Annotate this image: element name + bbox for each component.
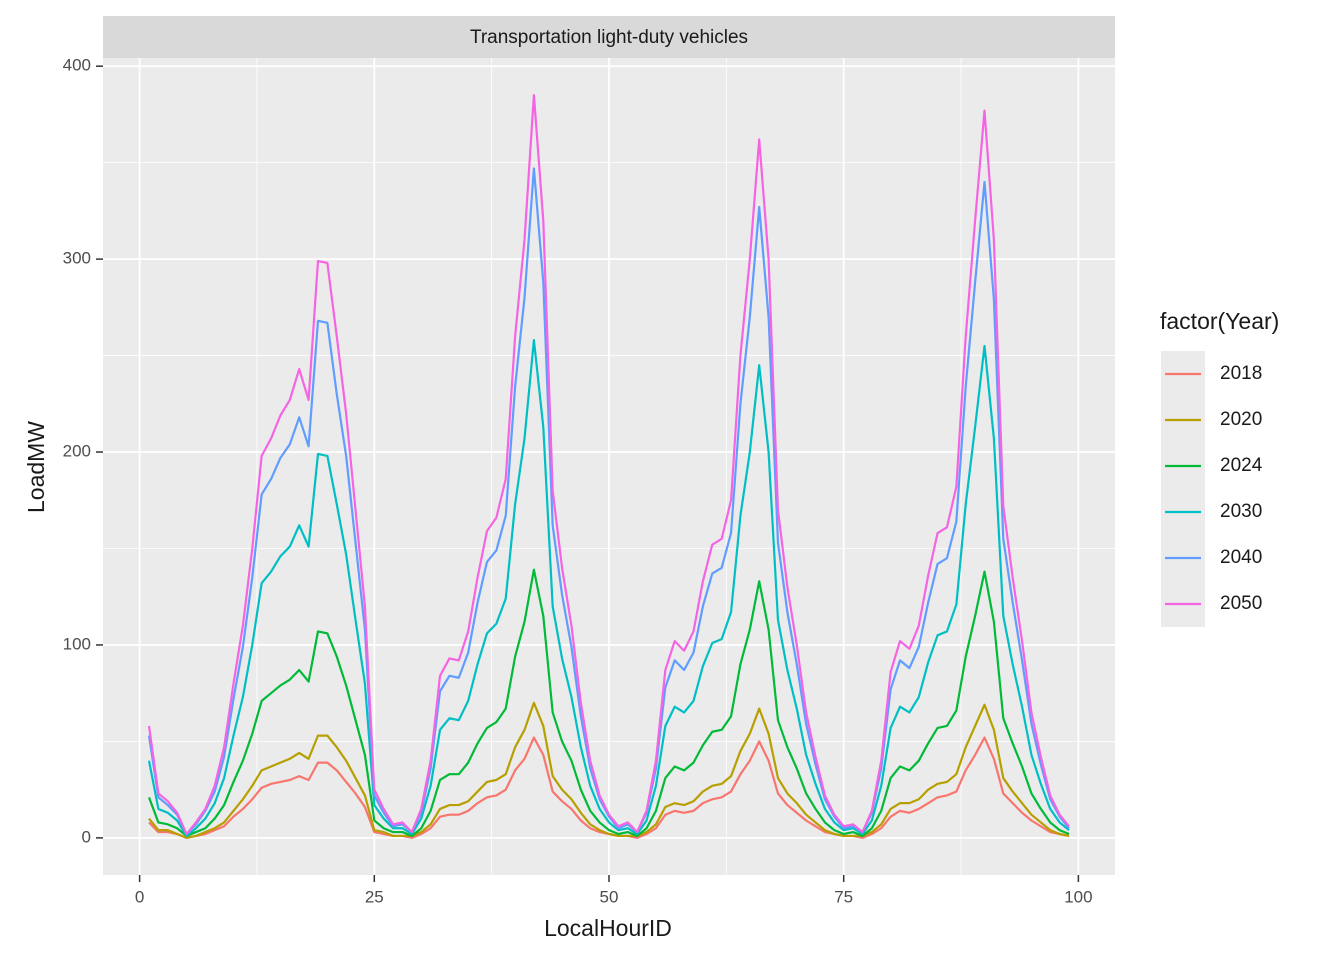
y-axis-title: LoadMW <box>23 421 49 513</box>
x-tick-label: 25 <box>365 887 384 906</box>
legend-label: 2024 <box>1220 455 1263 476</box>
facet-strip <box>103 16 1115 58</box>
x-tick-label: 75 <box>834 887 853 906</box>
legend-label: 2030 <box>1220 501 1262 522</box>
series-line <box>147 339 1070 838</box>
y-tick-label: 200 <box>63 442 91 461</box>
y-tick-label: 0 <box>82 827 91 846</box>
y-tick-label: 400 <box>63 56 91 75</box>
series-line <box>147 94 1070 836</box>
legend-label: 2040 <box>1220 547 1262 568</box>
legend-label: 2018 <box>1220 363 1262 384</box>
series-line <box>147 568 1070 838</box>
x-tick-label: 50 <box>600 887 619 906</box>
series-line <box>147 167 1070 836</box>
y-tick-label: 100 <box>63 634 91 653</box>
x-tick-label: 0 <box>135 887 144 906</box>
x-axis-title: LocalHourID <box>544 915 672 941</box>
legend-label: 2020 <box>1220 409 1262 430</box>
facet-label: Transportation light-duty vehicles <box>470 27 748 48</box>
series-line <box>148 701 1070 839</box>
x-tick-label: 100 <box>1064 887 1092 906</box>
legend-title: factor(Year) <box>1160 308 1279 334</box>
legend-label: 2050 <box>1220 593 1262 614</box>
y-tick-label: 300 <box>63 249 91 268</box>
